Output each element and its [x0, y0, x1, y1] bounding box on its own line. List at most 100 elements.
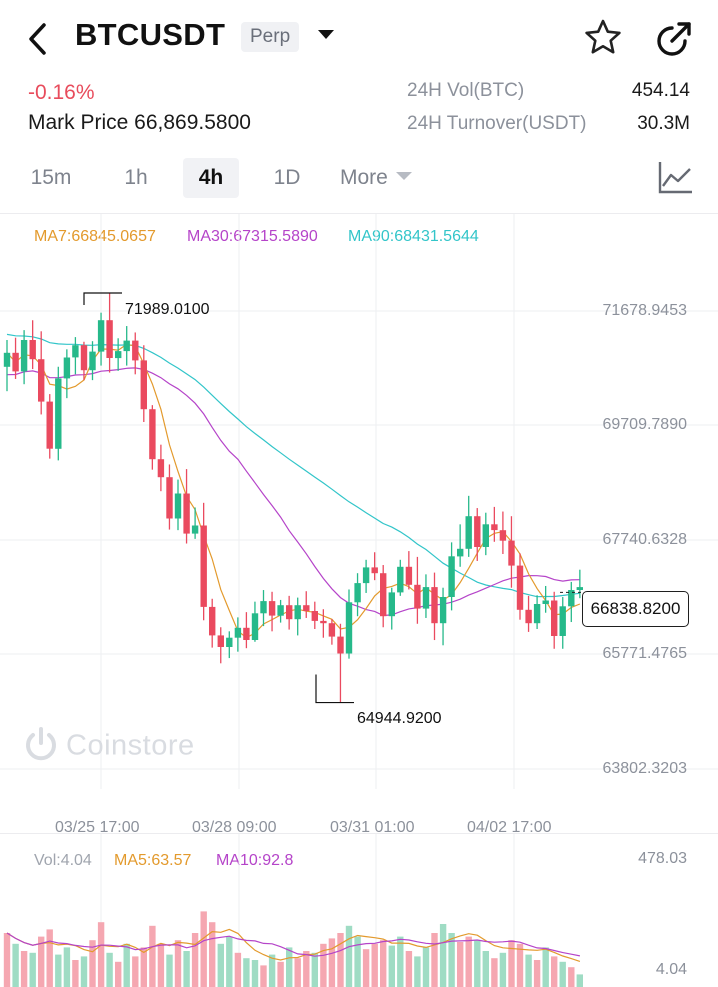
volume-bar [568, 967, 575, 987]
volume-bar [3, 933, 11, 987]
candle-body [533, 604, 541, 624]
candle-body [576, 587, 583, 590]
date-axis-label: 03/25 17:00 [55, 819, 140, 836]
tab-more[interactable]: More [340, 158, 440, 198]
caret-down-icon [395, 172, 412, 181]
star-outline-icon[interactable] [584, 18, 622, 56]
candle-body [337, 636, 344, 654]
volume-bar [533, 960, 541, 987]
candle-body [38, 359, 45, 402]
candle-body [55, 378, 62, 449]
volume-bar [200, 911, 207, 987]
candle-body [226, 637, 233, 647]
volume-ma10-line [6, 932, 581, 957]
volume-bar [371, 943, 378, 987]
candle-body [243, 627, 250, 640]
volume-bar [97, 922, 105, 987]
date-axis-label: 04/02 17:00 [467, 819, 552, 836]
contract-type-badge: Perp [241, 22, 300, 52]
volume-ma5-indicator: MA5:63.57 [114, 852, 192, 869]
volume-bar [422, 947, 430, 987]
candle-body [422, 587, 430, 609]
volume-bar [106, 952, 113, 987]
interval-tabs: 15m 1h 4h 1D More [0, 158, 718, 202]
volume-bar [508, 940, 515, 987]
candle-body [80, 345, 88, 371]
candle-body [251, 613, 259, 640]
volume-bar [576, 974, 583, 987]
ma7-indicator: MA7:66845.0657 [34, 228, 156, 245]
tab-15m[interactable]: 15m [30, 166, 72, 189]
candle-body [20, 340, 28, 372]
mark-price: Mark Price 66,869.5800 [28, 111, 251, 134]
candle-body [499, 530, 507, 541]
divider [0, 213, 718, 214]
price-axis-label: 63802.3203 [602, 760, 687, 777]
volume-bar [337, 933, 344, 987]
volume-bar [149, 925, 156, 987]
candle-body [234, 627, 242, 638]
candle-body [106, 320, 113, 358]
candle-body [183, 493, 190, 534]
candle-body [354, 583, 361, 603]
price-axis-label: 71678.9453 [602, 302, 687, 319]
volume-bar [29, 952, 36, 987]
chevron-down-icon[interactable] [318, 30, 334, 39]
volume-bar [354, 936, 361, 987]
symbol-title[interactable]: BTCUSDT [75, 17, 226, 52]
volume-bar [439, 924, 447, 987]
volume-bar [20, 951, 28, 987]
volume-bar [516, 943, 524, 987]
chevron-left-icon[interactable] [24, 20, 54, 58]
volume-axis-bottom: 4.04 [655, 961, 687, 978]
share-arrow-icon[interactable] [655, 18, 695, 58]
volume-bar [303, 951, 310, 987]
candle-body [3, 352, 11, 367]
volume-bar [482, 951, 489, 987]
ticker-stats: -0.16% Mark Price 66,869.5800 24H Vol(BT… [0, 76, 718, 146]
current-price-tag: 66838.8200 [582, 591, 689, 627]
ma30-indicator: MA30:67315.5890 [187, 228, 318, 245]
volume-bar [388, 945, 395, 987]
volume-axis-top: 478.03 [638, 850, 687, 867]
candle-body [166, 477, 173, 519]
volume-bar [209, 922, 216, 987]
candle-body [97, 320, 105, 352]
volume-bar [499, 952, 507, 987]
tab-4h[interactable]: 4h [183, 158, 239, 198]
candle-body [209, 606, 216, 636]
low-price-marker: 64944.9200 [357, 710, 442, 727]
volume-bar [157, 943, 165, 987]
candlestick-chart[interactable] [0, 214, 718, 814]
volume-bar [123, 943, 130, 987]
candle-body [63, 357, 71, 379]
vol-24h-label: 24H Vol(BTC) [407, 80, 525, 101]
candle-body [277, 605, 284, 616]
volume-bar [80, 956, 88, 987]
candle-body [465, 516, 472, 549]
candle-body [559, 606, 566, 636]
candle-body [439, 597, 447, 624]
volume-bar [525, 954, 532, 987]
tab-1h[interactable]: 1h [124, 166, 148, 189]
candle-body [217, 635, 224, 647]
tab-1d[interactable]: 1D [273, 166, 301, 189]
volume-bar [286, 947, 293, 987]
volume-bar [132, 956, 139, 987]
volume-bar [294, 958, 301, 987]
volume-bar [405, 951, 413, 987]
volume-bar [551, 956, 558, 987]
candle-body [140, 360, 147, 410]
candle-body [157, 459, 165, 478]
turnover-24h-value: 30.3M [637, 113, 690, 134]
volume-bar [12, 943, 19, 987]
candle-body [414, 584, 421, 609]
volume-chart[interactable] [0, 834, 718, 987]
candle-body [474, 516, 481, 547]
price-axis-label: 65771.4765 [602, 645, 687, 662]
ma7-line [6, 343, 581, 639]
volume-bar [542, 947, 549, 987]
line-chart-icon[interactable] [656, 160, 694, 196]
candle-body [149, 409, 156, 460]
candle-body [371, 567, 378, 574]
